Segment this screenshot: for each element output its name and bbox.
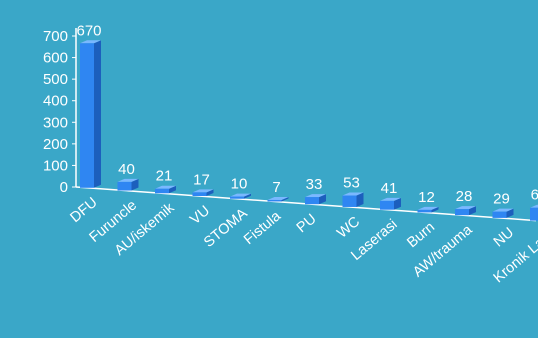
bar-top — [80, 40, 101, 44]
bar-furuncle — [117, 178, 139, 191]
bar-side — [319, 194, 326, 205]
bar-side — [506, 208, 514, 218]
bar-front — [455, 209, 469, 216]
bar-kronik-lain — [530, 204, 538, 221]
bar-side — [356, 192, 364, 207]
category-label: DFU — [67, 195, 100, 226]
data-label: 12 — [418, 189, 435, 206]
bar-vu — [192, 189, 214, 197]
data-label: 41 — [381, 180, 398, 197]
bar-side — [131, 178, 139, 191]
bar-front — [492, 211, 507, 218]
bar-side — [469, 206, 476, 216]
data-label: 670 — [76, 22, 101, 39]
bar-front — [192, 192, 207, 197]
category-label: NU — [491, 225, 517, 251]
data-label: 17 — [193, 171, 210, 188]
bar-side — [431, 206, 439, 213]
bar-top — [305, 194, 326, 198]
bar-top — [192, 189, 214, 193]
bar-top — [155, 185, 176, 189]
bar-front — [230, 196, 244, 199]
y-tick-label: 700 — [43, 28, 68, 45]
bar-top — [417, 206, 439, 210]
bar-fistula — [267, 196, 289, 202]
bar-side — [281, 196, 289, 202]
data-label: 28 — [456, 188, 473, 205]
bar-front — [342, 195, 357, 207]
y-axis-ticks: 0 100 200 300 400 500 600 700 — [43, 28, 76, 196]
data-labels: 670 40 21 17 10 7 33 53 41 12 28 29 60 — [76, 22, 538, 207]
bar-front — [155, 188, 169, 194]
data-label: 60 — [531, 187, 538, 204]
bars — [80, 40, 538, 221]
bar-side — [394, 197, 401, 210]
bar-dfu — [80, 40, 101, 188]
category-label: WC — [334, 214, 363, 242]
data-label: 21 — [156, 168, 173, 185]
category-label: Fistula — [241, 208, 285, 248]
bar-aw-trauma — [455, 206, 476, 216]
bar-top — [117, 178, 139, 182]
bar-side — [94, 40, 101, 188]
data-label: 40 — [118, 161, 135, 178]
bar-nu — [492, 208, 514, 218]
bar-side — [244, 193, 251, 199]
y-tick-label: 200 — [43, 136, 68, 153]
bar-top — [267, 196, 289, 200]
bar-pu — [305, 194, 326, 205]
y-tick-label: 300 — [43, 114, 68, 131]
y-tick-label: 600 — [43, 50, 68, 67]
bar-front — [530, 207, 538, 221]
bar-top — [230, 193, 251, 197]
data-label: 53 — [343, 175, 360, 192]
bar-front — [305, 197, 319, 205]
data-label: 29 — [493, 191, 510, 208]
bar-wc — [342, 192, 364, 207]
bar-au-iskemik — [155, 185, 176, 194]
bar-stoma — [230, 193, 251, 199]
y-tick-label: 0 — [60, 179, 68, 196]
bar-top — [342, 192, 364, 196]
bar-top — [380, 197, 401, 201]
bar-top — [530, 204, 538, 208]
category-label: PU — [294, 211, 320, 236]
category-label: VU — [187, 203, 213, 228]
y-tick-label: 500 — [43, 71, 68, 88]
category-label: Burn — [404, 219, 438, 251]
bar-front — [380, 200, 394, 210]
bar-burn — [417, 206, 439, 213]
bar-top — [492, 208, 514, 212]
bar-front — [80, 43, 94, 188]
data-label: 7 — [272, 179, 280, 196]
bar-laserasi — [380, 197, 401, 210]
bar-side — [206, 189, 214, 197]
bar-top — [455, 206, 476, 210]
bar-side — [169, 185, 176, 194]
y-tick-label: 100 — [43, 157, 68, 174]
y-tick-label: 400 — [43, 93, 68, 110]
bar-front — [117, 181, 132, 191]
bar-front — [267, 199, 282, 202]
data-label: 10 — [231, 176, 248, 193]
data-label: 33 — [306, 176, 323, 193]
bar-front — [417, 209, 432, 213]
